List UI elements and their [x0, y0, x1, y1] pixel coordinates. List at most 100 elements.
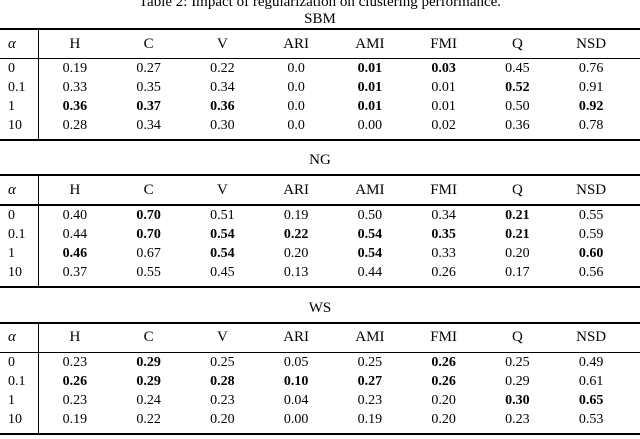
- data-cell: 0.20: [431, 392, 456, 408]
- data-cell: 0.70: [136, 226, 161, 242]
- alpha-value: 1: [8, 392, 15, 408]
- alpha-value: 10: [8, 264, 22, 280]
- data-cell: 0.21: [505, 226, 530, 242]
- data-cell: 0.33: [431, 245, 456, 261]
- data-cell: 0.26: [431, 264, 456, 280]
- data-cell: 0.20: [283, 245, 309, 261]
- data-cell: 0.33: [62, 80, 88, 96]
- column-header-v: V: [216, 181, 228, 198]
- column-header-nsd: NSD: [576, 329, 607, 346]
- column-header-ari: ARI: [283, 181, 310, 198]
- header-row: α H C V ARI AMI FMI Q NSD: [0, 324, 628, 352]
- data-cell: 0.54: [357, 245, 383, 261]
- column-header-fmi: FMI: [430, 181, 457, 198]
- table-caption: Table 2: Impact of regularization on clu…: [138, 0, 502, 10]
- data-cell: 0.34: [431, 207, 456, 223]
- data-cell: 0.21: [505, 207, 530, 223]
- data-cell: 0.50: [357, 207, 383, 223]
- data-cell: 0.29: [136, 373, 161, 389]
- data-cell: 0.44: [357, 264, 383, 280]
- table-row: 1 0.46 0.67 0.54 0.20 0.54 0.33 0.20 0.60: [0, 244, 628, 263]
- column-header-q: Q: [511, 329, 523, 346]
- data-cell: 0.78: [578, 118, 604, 134]
- data-cell: 0.26: [62, 373, 88, 389]
- column-header-ari: ARI: [283, 329, 310, 346]
- data-cell: 0.22: [136, 411, 161, 427]
- alpha-column-header: α: [8, 329, 16, 346]
- table-bottom-padding: [0, 135, 628, 139]
- data-cell: 0.36: [62, 99, 88, 115]
- data-cell: 0.28: [210, 373, 235, 389]
- data-cell: 0.34: [210, 80, 235, 96]
- table-row: 10 0.28 0.34 0.30 0.0 0.00 0.02 0.36 0.78: [0, 116, 628, 135]
- data-cell: 0.01: [431, 99, 456, 115]
- column-header-c: C: [143, 329, 154, 346]
- alpha-value: 0.1: [8, 373, 26, 389]
- data-cell: 0.29: [136, 354, 161, 370]
- data-cell: 0.03: [431, 61, 456, 77]
- data-cell: 0.27: [136, 61, 161, 77]
- data-cell: 0.37: [62, 264, 88, 280]
- column-header-ami: AMI: [355, 329, 385, 346]
- data-cell: 0.54: [357, 226, 383, 242]
- data-cell: 0.23: [505, 411, 530, 427]
- data-cell: 0.04: [283, 392, 309, 408]
- data-cell: 0.44: [62, 226, 88, 242]
- data-cell: 0.92: [578, 99, 604, 115]
- data-cell: 0.01: [431, 80, 456, 96]
- data-cell: 0.22: [210, 61, 235, 77]
- data-cell: 0.00: [357, 118, 383, 134]
- data-cell: 0.23: [62, 392, 88, 408]
- data-cell: 0.25: [357, 354, 383, 370]
- data-cell: 0.46: [62, 245, 88, 261]
- data-cell: 0.25: [505, 354, 530, 370]
- group-label-sbm: SBM: [304, 11, 336, 27]
- table-row: 0.1 0.26 0.29 0.28 0.10 0.27 0.26 0.29 0.61: [0, 372, 628, 391]
- data-cell: 0.00: [283, 411, 309, 427]
- header-rule: [0, 204, 640, 206]
- table-row: 0 0.19 0.27 0.22 0.0 0.01 0.03 0.45 0.76: [0, 59, 628, 78]
- data-cell: 0.35: [431, 226, 456, 242]
- data-cell: 0.01: [357, 61, 383, 77]
- data-cell: 0.55: [578, 207, 604, 223]
- table-row: 0 0.40 0.70 0.51 0.19 0.50 0.34 0.21 0.55: [0, 206, 628, 225]
- data-cell: 0.30: [210, 118, 235, 134]
- table-sbm: α H C V ARI AMI FMI Q NSD 0 0.19 0.27 0.22 0.0 0.01 0.0…: [0, 28, 640, 142]
- data-cell: 0.60: [578, 245, 604, 261]
- data-cell: 0.28: [62, 118, 88, 134]
- data-cell: 0.67: [136, 245, 161, 261]
- data-cell: 0.49: [578, 354, 604, 370]
- data-cell: 0.53: [578, 411, 604, 427]
- data-cell: 0.70: [136, 207, 161, 223]
- data-cell: 0.30: [505, 392, 530, 408]
- data-cell: 0.26: [431, 373, 456, 389]
- table-row: 1 0.36 0.37 0.36 0.0 0.01 0.01 0.50 0.92: [0, 97, 628, 116]
- alpha-value: 1: [8, 99, 15, 115]
- data-cell: 0.13: [283, 264, 309, 280]
- data-cell: 0.91: [578, 80, 604, 96]
- alpha-value: 10: [8, 118, 22, 134]
- column-header-fmi: FMI: [430, 35, 457, 52]
- data-cell: 0.36: [210, 99, 235, 115]
- column-header-q: Q: [511, 181, 523, 198]
- data-cell: 0.51: [210, 207, 235, 223]
- alpha-value: 0.1: [8, 80, 26, 96]
- data-cell: 0.56: [578, 264, 604, 280]
- data-cell: 0.76: [578, 61, 604, 77]
- table-row: 1 0.23 0.24 0.23 0.04 0.23 0.20 0.30 0.65: [0, 391, 628, 410]
- column-header-c: C: [143, 35, 154, 52]
- alpha-value: 0: [8, 61, 15, 77]
- column-header-c: C: [143, 181, 154, 198]
- data-cell: 0.20: [210, 411, 235, 427]
- data-cell: 0.19: [283, 207, 309, 223]
- table-ws: α H C V ARI AMI FMI Q NSD 0 0.23 0.29 0.25 0.05 0.25 0.…: [0, 321, 640, 435]
- data-cell: 0.37: [136, 99, 161, 115]
- data-cell: 0.20: [505, 245, 530, 261]
- data-cell: 0.59: [578, 226, 604, 242]
- data-cell: 0.19: [357, 411, 383, 427]
- alpha-value: 10: [8, 411, 22, 427]
- column-header-ari: ARI: [283, 35, 310, 52]
- column-header-nsd: NSD: [576, 35, 607, 52]
- data-cell: 0.34: [136, 118, 161, 134]
